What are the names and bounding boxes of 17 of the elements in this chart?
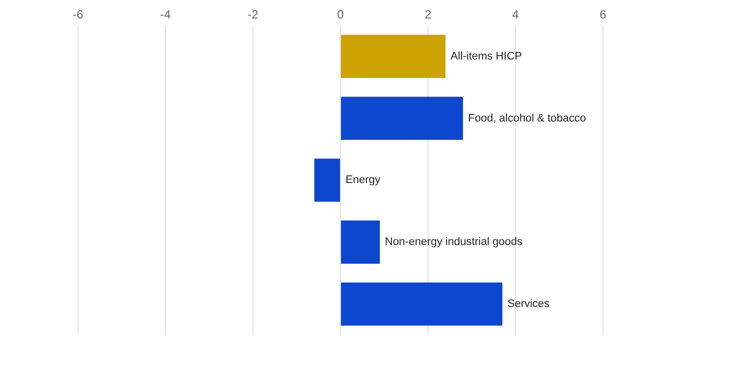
x-tick-label: 6 bbox=[600, 8, 607, 22]
x-tick-label: 0 bbox=[337, 8, 344, 22]
y-tick-label: Energy bbox=[346, 174, 381, 186]
x-tick-label: -2 bbox=[248, 8, 259, 22]
bar bbox=[341, 34, 446, 78]
bar bbox=[314, 158, 340, 202]
bar bbox=[341, 96, 463, 140]
y-tick-label: All-items HICP bbox=[450, 50, 522, 62]
y-tick-label: Services bbox=[507, 298, 550, 310]
y-tick-label: Non-energy industrial goods bbox=[384, 236, 523, 248]
x-tick-label: 2 bbox=[424, 8, 432, 22]
x-tick-label: -4 bbox=[160, 8, 172, 22]
bar bbox=[341, 282, 502, 326]
bar bbox=[341, 220, 380, 264]
x-tick-label: -6 bbox=[72, 8, 84, 22]
y-tick-label: Food, alcohol & tobacco bbox=[468, 112, 586, 124]
x-tick-label: 4 bbox=[512, 8, 520, 22]
